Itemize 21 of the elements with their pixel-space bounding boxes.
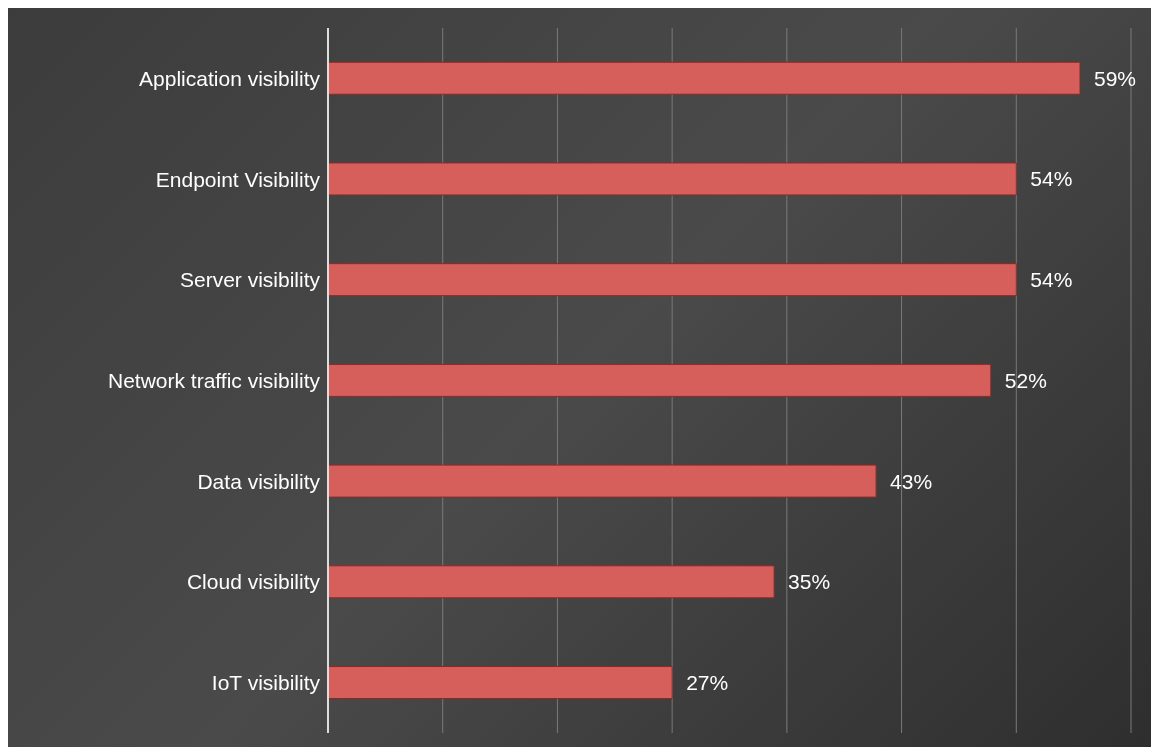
data-label: 54% xyxy=(1030,167,1073,191)
bar xyxy=(328,61,1081,95)
bar xyxy=(328,363,992,397)
y-tick-label: Data visibility xyxy=(197,469,321,493)
y-tick-label: Application visibility xyxy=(139,66,321,90)
data-label: 59% xyxy=(1094,66,1137,90)
data-label: 35% xyxy=(788,570,831,594)
y-tick-label: IoT visibility xyxy=(211,671,321,695)
y-tick-label: Cloud visibility xyxy=(186,570,321,594)
data-label: 54% xyxy=(1030,268,1073,292)
y-tick-label: Server visibility xyxy=(179,268,321,292)
bar xyxy=(328,565,775,599)
bar xyxy=(328,666,673,700)
data-label: 43% xyxy=(890,469,933,493)
bar xyxy=(328,464,877,498)
data-label: 27% xyxy=(686,670,729,694)
y-tick-label: Endpoint Visibility xyxy=(155,167,321,191)
bar xyxy=(328,263,1017,297)
bar xyxy=(328,162,1017,196)
y-tick-label: Network traffic visibility xyxy=(108,368,321,392)
data-label: 52% xyxy=(1004,368,1047,392)
